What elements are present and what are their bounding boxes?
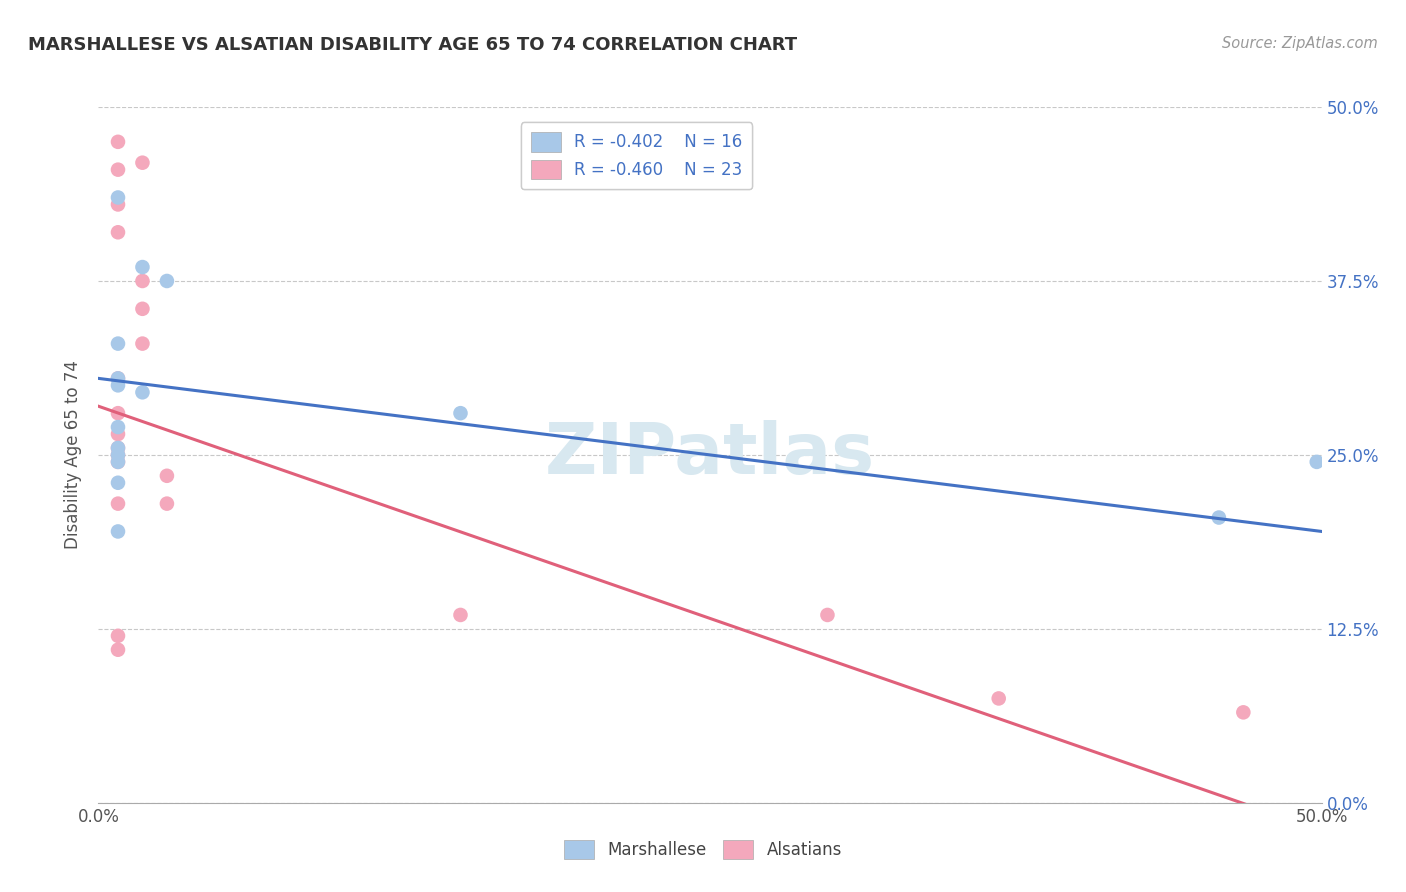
Point <box>131 155 153 169</box>
Point <box>131 260 153 274</box>
Text: MARSHALLESE VS ALSATIAN DISABILITY AGE 65 TO 74 CORRELATION CHART: MARSHALLESE VS ALSATIAN DISABILITY AGE 6… <box>28 36 797 54</box>
Point <box>131 274 153 288</box>
Point <box>131 385 153 400</box>
Point <box>107 497 129 511</box>
Point <box>131 301 153 316</box>
Point <box>107 642 129 657</box>
Point <box>107 629 129 643</box>
Text: ZIPatlas: ZIPatlas <box>546 420 875 490</box>
Legend: Marshallese, Alsatians: Marshallese, Alsatians <box>557 833 849 866</box>
Point <box>107 378 129 392</box>
Point <box>107 420 129 434</box>
Point <box>107 455 129 469</box>
Point <box>1306 455 1329 469</box>
Point <box>107 336 129 351</box>
Point <box>107 448 129 462</box>
Legend: R = -0.402    N = 16, R = -0.460    N = 23: R = -0.402 N = 16, R = -0.460 N = 23 <box>520 122 752 189</box>
Point <box>107 475 129 490</box>
Point <box>817 607 839 622</box>
Point <box>107 524 129 539</box>
Point <box>1232 706 1254 720</box>
Point <box>107 371 129 385</box>
Point <box>107 197 129 211</box>
Point <box>107 427 129 442</box>
Point <box>156 497 179 511</box>
Point <box>450 607 472 622</box>
Point <box>107 162 129 177</box>
Point <box>156 274 179 288</box>
Point <box>987 691 1010 706</box>
Point <box>107 135 129 149</box>
Point <box>1208 510 1230 524</box>
Point <box>131 336 153 351</box>
Point <box>107 455 129 469</box>
Point <box>156 468 179 483</box>
Y-axis label: Disability Age 65 to 74: Disability Age 65 to 74 <box>65 360 83 549</box>
Point <box>107 441 129 455</box>
Point <box>107 371 129 385</box>
Point <box>107 441 129 455</box>
Point <box>107 225 129 239</box>
Point <box>107 448 129 462</box>
Point <box>107 190 129 204</box>
Text: Source: ZipAtlas.com: Source: ZipAtlas.com <box>1222 36 1378 51</box>
Point <box>450 406 472 420</box>
Point <box>107 406 129 420</box>
